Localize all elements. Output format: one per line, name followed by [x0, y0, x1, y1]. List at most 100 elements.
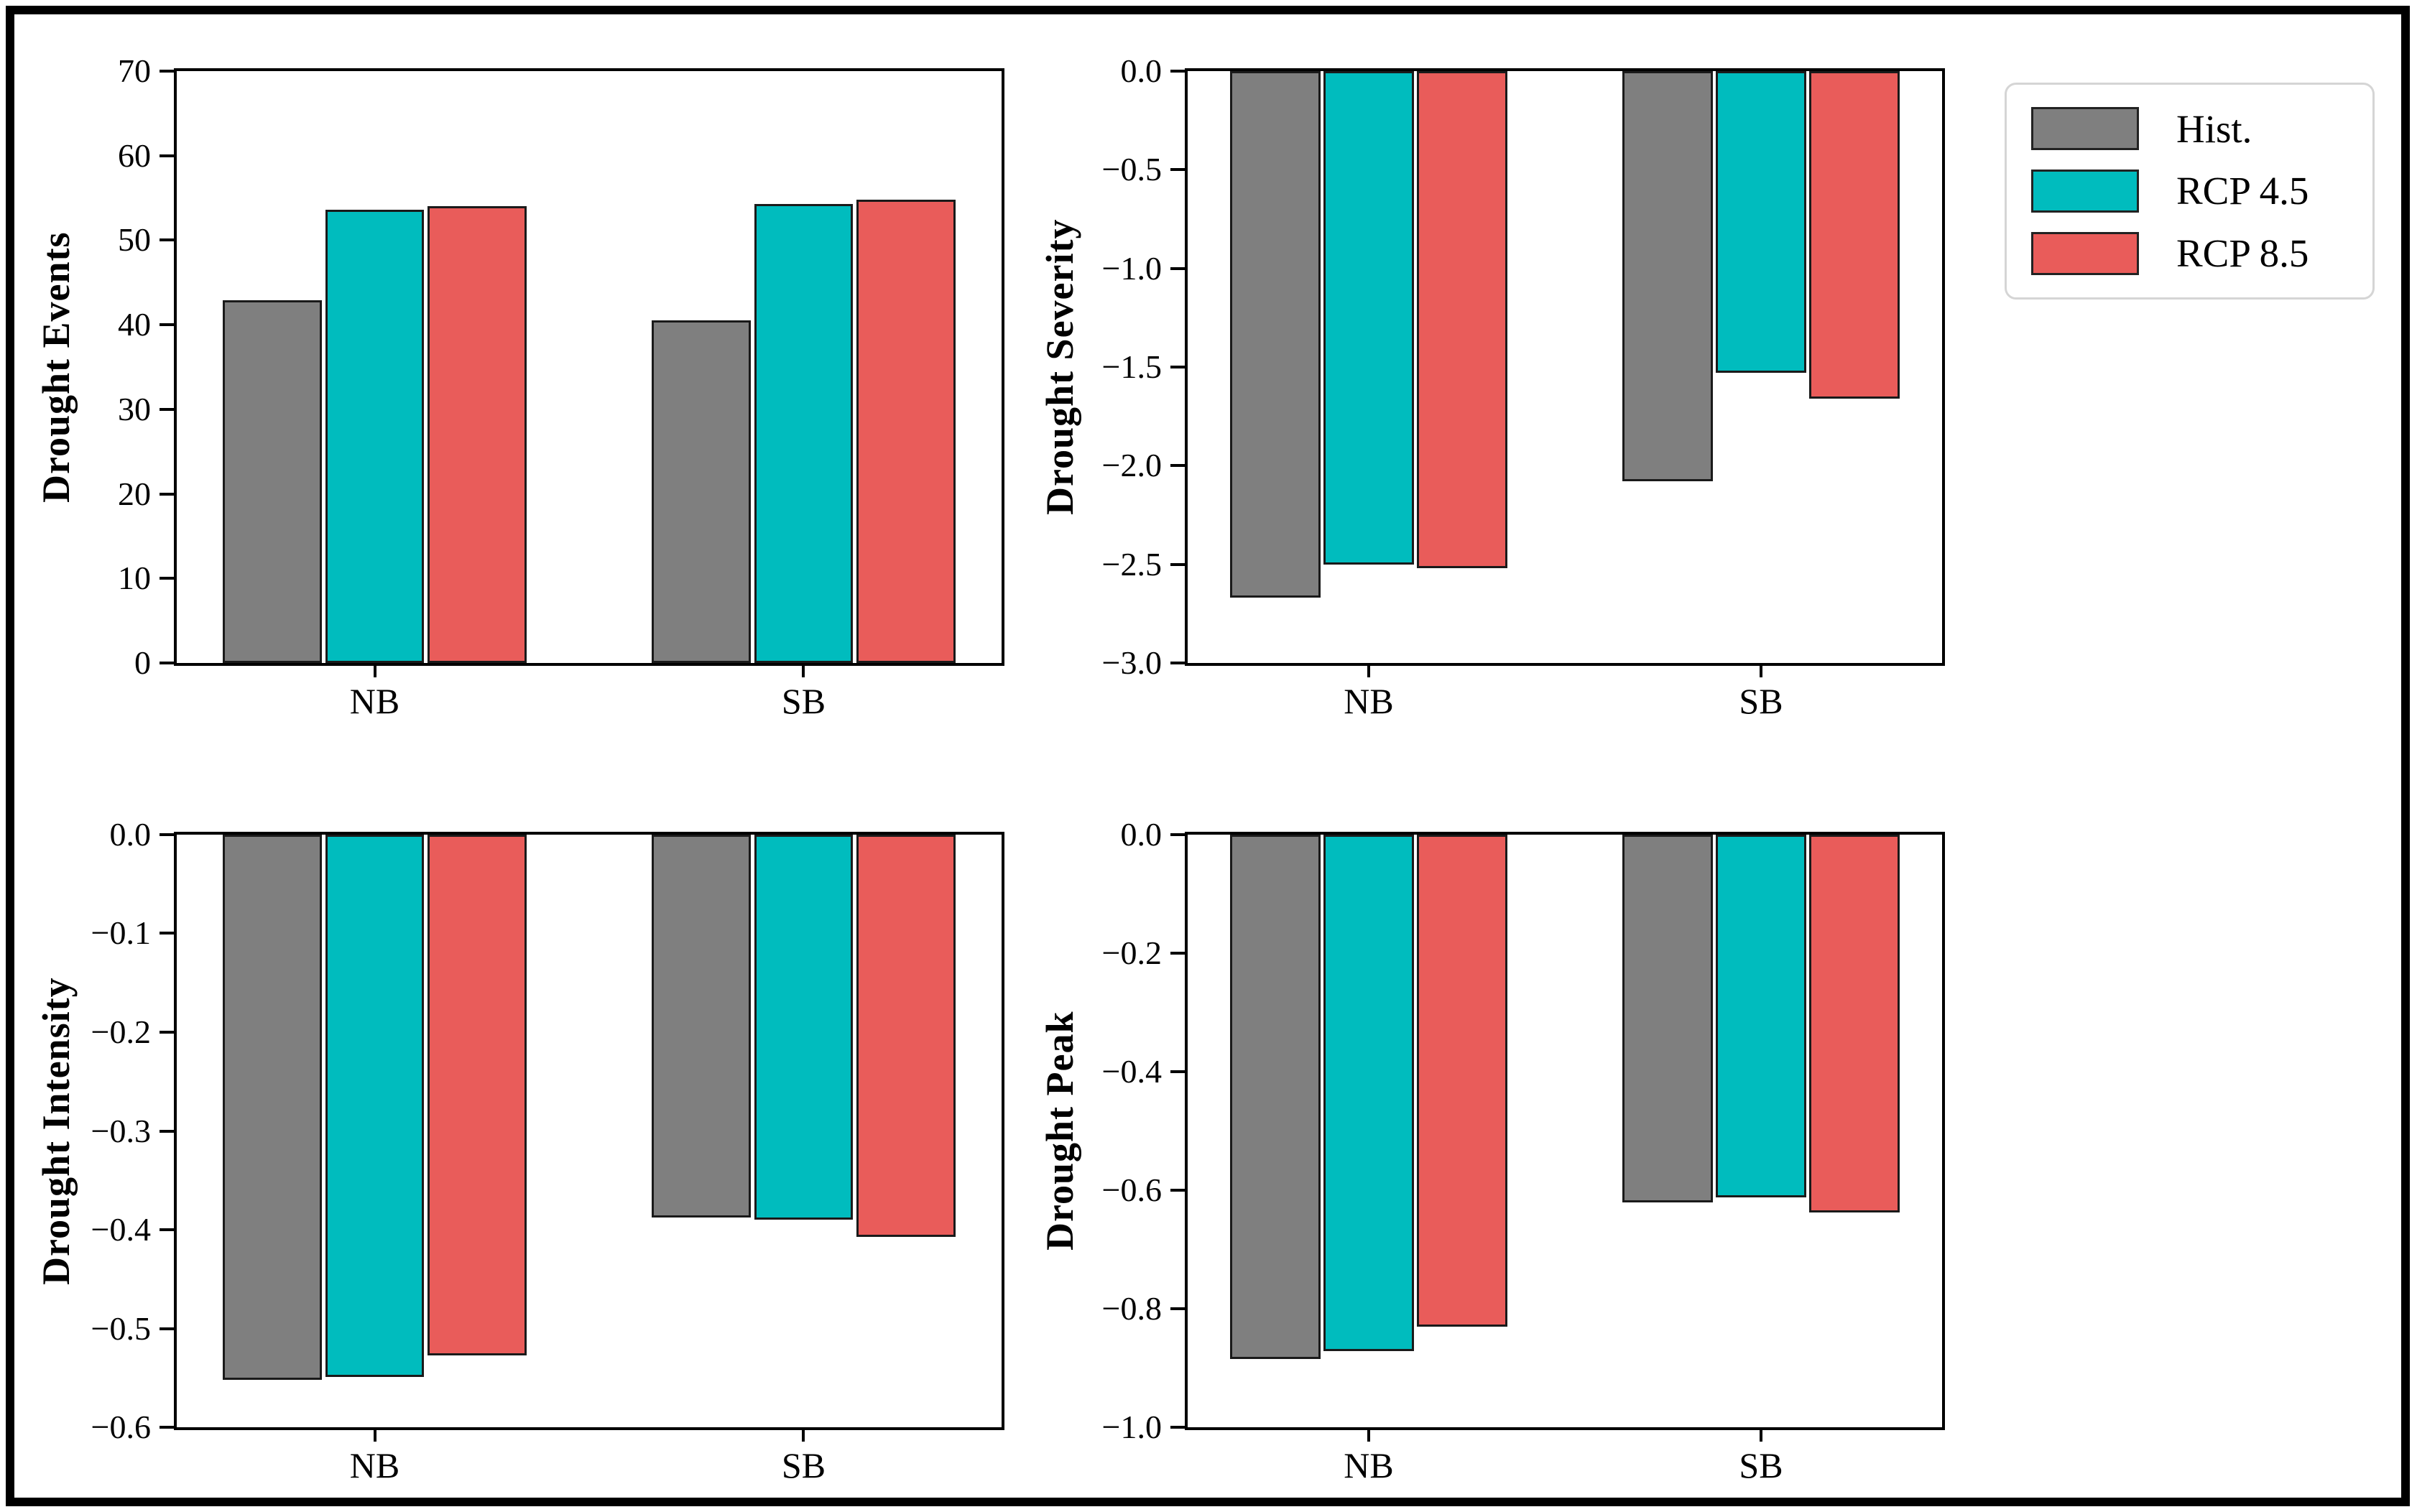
x-category-label-sb: SB: [781, 681, 826, 721]
y-tick-label: −0.3: [91, 1112, 151, 1149]
bar-hist-sb: [1622, 71, 1713, 482]
bar-rcp-4-5-sb: [754, 835, 854, 1220]
x-category-label-nb: NB: [349, 1445, 400, 1485]
legend-swatch-hist: [2031, 107, 2139, 151]
bar-rcp-4-5-nb: [1323, 835, 1414, 1352]
y-tick-label: 40: [118, 306, 151, 343]
plot-area-drought-events: 0 10 20 30 40 50 60 70 NB SB: [118, 55, 1004, 719]
bar-rcp-4-5-sb: [754, 203, 854, 663]
legend-swatch-rcp45: [2031, 169, 2139, 213]
y-tick-mark: [1170, 562, 1185, 566]
x-tick-mark: [1367, 1430, 1370, 1442]
y-tick-label: 50: [118, 221, 151, 259]
bar-rcp-8-5-sb: [1809, 71, 1900, 399]
x-tick-mark: [802, 666, 805, 677]
y-tick-mark: [160, 833, 174, 836]
y-axis-label: Drought Severity: [1038, 218, 1081, 516]
y-tick-mark: [160, 70, 174, 73]
x-tick-mark: [373, 1430, 376, 1442]
y-tick-mark: [1170, 833, 1185, 836]
y-tick-mark: [1170, 1426, 1185, 1429]
x-category-label-sb: SB: [781, 1445, 826, 1485]
bar-rcp-8-5-sb: [856, 835, 956, 1237]
y-tick-mark: [1170, 168, 1185, 172]
y-tick-mark: [160, 1129, 174, 1133]
plot-area-drought-intensity: 0.0 −0.1 −0.2 −0.3 −0.4 −0.5 −0.6 NB SB: [91, 818, 1004, 1483]
bar-hist-nb: [223, 835, 323, 1380]
bar-hist-sb: [652, 320, 751, 663]
x-tick-mark: [1760, 666, 1762, 677]
y-tick-label: −0.8: [1101, 1290, 1162, 1327]
y-tick-mark: [160, 1030, 174, 1034]
y-tick-mark: [160, 154, 174, 157]
x-tick-mark: [1367, 666, 1370, 677]
bar-hist-nb: [223, 300, 323, 663]
y-tick-label: −0.5: [1101, 151, 1162, 188]
y-tick-label: 0.0: [1120, 52, 1163, 89]
bar-hist-sb: [1622, 835, 1713, 1202]
y-tick-mark: [1170, 464, 1185, 468]
y-tick-mark: [1170, 1189, 1185, 1192]
y-tick-mark: [160, 662, 174, 664]
bar-rcp-8-5-nb: [427, 835, 527, 1355]
y-tick-label: −0.1: [91, 914, 151, 952]
bar-rcp-4-5-nb: [325, 210, 425, 663]
y-tick-label: −2.0: [1101, 447, 1162, 484]
y-tick-label: −0.6: [91, 1409, 151, 1445]
y-tick-label: −2.5: [1101, 545, 1162, 583]
y-tick-mark: [160, 238, 174, 242]
y-tick-label: 20: [118, 475, 151, 512]
y-tick-label: −0.6: [1101, 1172, 1162, 1208]
y-tick-label: 30: [118, 390, 151, 427]
y-tick-label: 0: [134, 644, 151, 681]
y-tick-label: 0.0: [109, 816, 152, 853]
x-tick-mark: [802, 1430, 805, 1442]
panel-drought-severity: Drought Severity 0.0 −0.5 −1.0 −1.5 −2.0 −2.5…: [1038, 55, 1945, 719]
y-tick-mark: [160, 1327, 174, 1330]
x-tick-mark: [373, 666, 376, 677]
y-tick-mark: [160, 1426, 174, 1429]
y-tick-mark: [160, 1228, 174, 1231]
y-tick-label: −1.0: [1101, 249, 1162, 287]
bar-rcp-8-5-nb: [427, 206, 527, 663]
bar-hist-nb: [1229, 71, 1321, 598]
bar-rcp-8-5-sb: [856, 199, 956, 663]
y-tick-label: −3.0: [1101, 644, 1162, 681]
y-tick-label: −0.5: [91, 1309, 151, 1347]
legend-item-rcp85: RCP 8.5: [2031, 231, 2348, 276]
y-tick-mark: [1170, 366, 1185, 368]
x-category-label-nb: NB: [349, 681, 400, 721]
legend: Hist. RCP 4.5 RCP 8.5: [2005, 83, 2375, 300]
legend-item-rcp45: RCP 4.5: [2031, 169, 2348, 213]
y-tick-mark: [160, 492, 174, 496]
bar-rcp-8-5-nb: [1417, 835, 1508, 1327]
y-tick-label: 0.0: [1120, 816, 1163, 853]
y-tick-mark: [160, 932, 174, 935]
legend-item-hist: Hist.: [2031, 107, 2348, 151]
y-axis-label: Drought Peak: [1038, 1011, 1081, 1251]
plot-area-drought-peak: 0.0 −0.2 −0.4 −0.6 −0.8 −1.0 NB SB: [1102, 818, 1945, 1483]
y-tick-mark: [1170, 662, 1185, 664]
legend-label-rcp85: RCP 8.5: [2176, 231, 2309, 276]
legend-label-rcp45: RCP 4.5: [2176, 169, 2309, 213]
x-category-label-nb: NB: [1344, 1445, 1394, 1485]
bar-rcp-4-5-sb: [1716, 71, 1806, 374]
bar-rcp-4-5-nb: [325, 835, 425, 1377]
y-tick-label: −1.5: [1101, 348, 1162, 385]
y-axis-label: Drought Events: [34, 231, 78, 503]
y-tick-mark: [1170, 952, 1185, 955]
y-tick-label: 60: [118, 136, 151, 174]
bar-hist-nb: [1229, 835, 1321, 1360]
y-tick-mark: [1170, 266, 1185, 270]
x-category-label-nb: NB: [1344, 681, 1394, 721]
panel-drought-intensity: Drought Intensity 0.0 −0.1 −0.2 −0.3 −0.4 −0.…: [34, 818, 1004, 1483]
bar-rcp-8-5-nb: [1417, 71, 1508, 569]
bar-hist-sb: [652, 835, 751, 1218]
bar-rcp-4-5-nb: [1323, 71, 1414, 565]
y-axis-label: Drought Intensity: [34, 977, 78, 1285]
bar-rcp-8-5-sb: [1809, 835, 1900, 1213]
y-tick-mark: [160, 407, 174, 411]
bar-rcp-4-5-sb: [1716, 835, 1806, 1197]
y-tick-label: 70: [118, 52, 151, 89]
